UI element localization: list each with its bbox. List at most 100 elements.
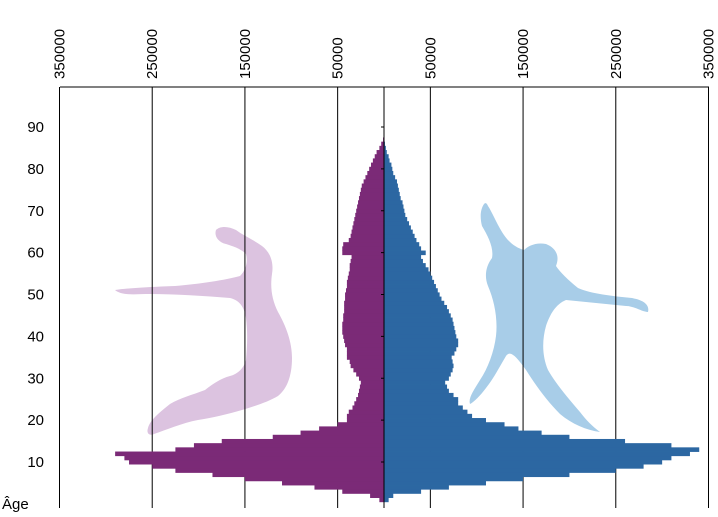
left-bar	[357, 204, 384, 210]
right-bar	[384, 271, 431, 277]
right-bar	[384, 321, 454, 327]
left-bar	[282, 480, 384, 486]
right-bar	[384, 422, 505, 427]
left-bar	[371, 162, 384, 168]
x-tick-label: 150000	[515, 29, 532, 79]
left-bar	[356, 397, 384, 402]
right-bar	[384, 409, 468, 415]
y-axis-ticks: 10 20 30 40 50 60 70 80 90	[27, 119, 384, 471]
y-tick-label: 70	[27, 203, 44, 220]
right-bar	[384, 363, 454, 369]
left-bar	[349, 267, 384, 272]
left-bar	[358, 196, 384, 201]
right-bar	[384, 150, 387, 155]
left-bar	[348, 271, 384, 277]
left-bar	[353, 367, 384, 373]
right-bar	[384, 346, 457, 352]
left-bar	[272, 434, 384, 440]
right-bar	[384, 258, 423, 264]
left-bar	[353, 221, 384, 226]
left-bar	[372, 158, 384, 163]
right-bar	[384, 351, 455, 356]
right-bar	[384, 459, 663, 465]
right-bar	[384, 162, 392, 168]
right-bar	[384, 288, 438, 293]
right-bar	[384, 472, 570, 478]
left-bar	[344, 304, 384, 310]
left-bar	[352, 225, 384, 230]
right-bar	[384, 418, 486, 423]
right-bar	[384, 166, 393, 172]
left-bar	[346, 279, 384, 285]
right-bar	[384, 284, 436, 289]
left-bar	[129, 459, 384, 465]
left-bar	[359, 384, 384, 390]
right-bar	[384, 279, 435, 285]
right-bar	[384, 330, 456, 335]
left-bar	[175, 468, 384, 473]
left-bar	[356, 371, 384, 377]
left-bar	[381, 141, 384, 147]
left-bar	[343, 334, 384, 339]
left-bar	[351, 229, 384, 235]
right-bar	[384, 267, 429, 272]
left-bar	[363, 179, 384, 184]
right-bar	[384, 334, 457, 339]
left-bar	[370, 493, 384, 498]
right-series-bars	[384, 137, 700, 503]
left-bar	[300, 430, 384, 436]
left-bar	[355, 212, 384, 218]
y-axis-label: Âge	[2, 496, 29, 513]
left-series-bars	[115, 137, 385, 503]
right-bar	[384, 145, 386, 151]
left-bar	[342, 246, 384, 251]
right-bar	[384, 208, 405, 214]
y-tick-label: 20	[27, 412, 44, 429]
jumping-man-silhouette-icon	[469, 203, 649, 432]
right-bar	[384, 468, 616, 473]
left-bar	[346, 418, 384, 423]
x-tick-label: 250000	[144, 29, 161, 79]
right-bar	[384, 263, 426, 268]
left-bar	[319, 426, 384, 431]
right-bar	[384, 242, 420, 247]
right-bar	[384, 317, 453, 323]
left-bar	[346, 351, 384, 356]
left-bar	[343, 242, 384, 247]
right-bar	[384, 191, 400, 197]
left-bar	[351, 254, 384, 260]
right-bar	[384, 254, 422, 260]
left-bar	[350, 233, 384, 239]
right-bar	[384, 170, 394, 176]
right-bar	[384, 204, 404, 210]
right-bar	[384, 313, 451, 318]
right-bar	[384, 179, 397, 184]
left-bar	[342, 330, 384, 335]
right-bar	[384, 275, 433, 281]
right-bar	[384, 355, 452, 360]
right-bar	[384, 447, 700, 452]
right-bar	[384, 384, 448, 390]
x-tick-label: 350000	[52, 29, 69, 79]
left-bar	[356, 208, 384, 214]
right-bar	[384, 451, 690, 457]
left-bar	[379, 497, 384, 503]
y-tick-label: 90	[27, 119, 44, 136]
left-bar	[358, 376, 384, 381]
right-bar	[384, 292, 440, 297]
right-bar	[384, 250, 426, 256]
left-bar	[221, 438, 384, 444]
right-bar	[384, 359, 453, 364]
left-bar	[337, 422, 384, 427]
left-bar	[343, 313, 384, 318]
left-bar	[367, 170, 384, 176]
left-bar	[244, 476, 384, 482]
left-bar	[344, 300, 384, 306]
left-bar	[354, 217, 384, 222]
left-bar	[350, 258, 384, 264]
right-bar	[384, 296, 442, 302]
left-bar	[376, 150, 384, 155]
left-bar	[349, 359, 384, 364]
right-bar	[384, 485, 449, 490]
left-bar	[344, 338, 384, 344]
